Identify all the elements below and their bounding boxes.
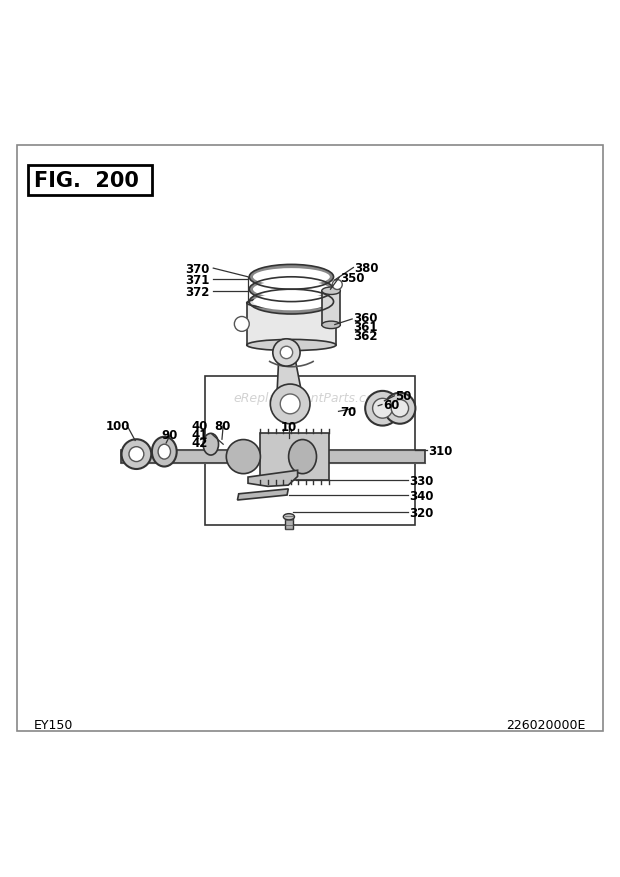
Ellipse shape <box>158 445 170 460</box>
Circle shape <box>384 393 415 424</box>
Ellipse shape <box>249 277 334 303</box>
Ellipse shape <box>289 440 316 474</box>
Text: 340: 340 <box>409 489 434 502</box>
Text: 70: 70 <box>340 405 356 418</box>
Ellipse shape <box>247 340 336 351</box>
Ellipse shape <box>203 434 219 455</box>
Ellipse shape <box>322 322 340 329</box>
Circle shape <box>273 339 300 367</box>
Text: 361: 361 <box>353 320 378 333</box>
Ellipse shape <box>253 282 330 298</box>
Text: 330: 330 <box>409 474 433 487</box>
Bar <box>285 517 293 530</box>
Text: 360: 360 <box>353 311 378 324</box>
Ellipse shape <box>152 438 177 467</box>
Text: FIG.  200: FIG. 200 <box>34 171 139 191</box>
Ellipse shape <box>283 514 294 520</box>
Bar <box>260 433 329 481</box>
Bar <box>28 166 152 196</box>
Circle shape <box>391 400 409 417</box>
Bar <box>121 450 425 464</box>
Text: 350: 350 <box>340 272 365 285</box>
Circle shape <box>373 399 392 418</box>
Polygon shape <box>237 489 288 501</box>
Circle shape <box>234 317 249 332</box>
Text: 310: 310 <box>428 445 452 458</box>
Text: EY150: EY150 <box>34 718 74 731</box>
Bar <box>247 303 336 346</box>
Circle shape <box>122 439 151 469</box>
Text: 90: 90 <box>161 428 177 441</box>
Circle shape <box>270 385 310 424</box>
Text: 226020000E: 226020000E <box>507 718 586 731</box>
Text: eReplacementParts.com: eReplacementParts.com <box>234 391 386 404</box>
Ellipse shape <box>322 288 340 296</box>
Circle shape <box>365 391 400 426</box>
Polygon shape <box>248 471 298 487</box>
Circle shape <box>280 395 300 414</box>
Ellipse shape <box>249 290 334 315</box>
Text: 380: 380 <box>355 261 379 275</box>
Ellipse shape <box>253 269 330 286</box>
Text: 362: 362 <box>353 330 378 343</box>
Text: 50: 50 <box>396 390 412 403</box>
Ellipse shape <box>249 265 334 290</box>
Text: 372: 372 <box>185 285 210 298</box>
Text: 42: 42 <box>191 437 207 450</box>
Text: 41: 41 <box>191 428 207 441</box>
Ellipse shape <box>253 294 330 311</box>
Circle shape <box>129 447 144 462</box>
Text: 80: 80 <box>215 419 231 432</box>
Text: 40: 40 <box>191 419 207 432</box>
Ellipse shape <box>247 298 336 309</box>
Polygon shape <box>277 353 304 404</box>
Text: 371: 371 <box>185 274 210 287</box>
Ellipse shape <box>226 440 260 474</box>
Bar <box>322 291 340 325</box>
Circle shape <box>280 346 293 360</box>
Circle shape <box>332 281 342 290</box>
Text: 370: 370 <box>185 262 210 275</box>
Text: 100: 100 <box>105 419 130 432</box>
Bar <box>205 376 415 525</box>
Text: 320: 320 <box>409 506 433 519</box>
Text: 10: 10 <box>281 421 297 434</box>
Text: 60: 60 <box>383 398 399 411</box>
